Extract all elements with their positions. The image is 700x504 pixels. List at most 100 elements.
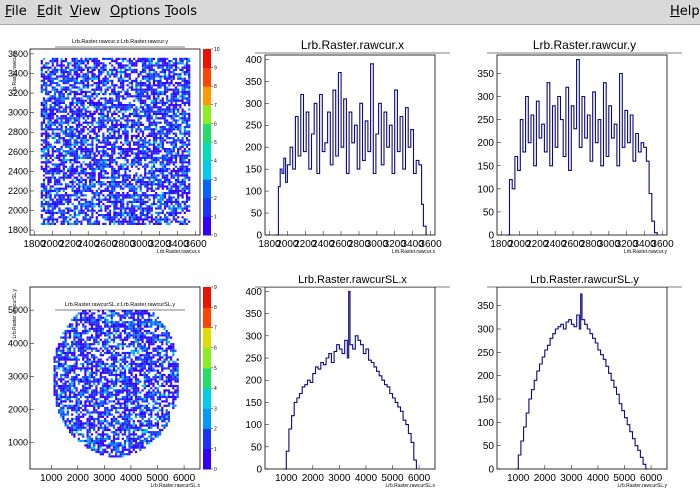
heatmap-cell	[45, 106, 47, 108]
heatmap-cell	[45, 190, 47, 192]
heatmap-cell	[113, 383, 115, 385]
y-tick-label: 2000	[8, 206, 28, 216]
heatmap-cell	[87, 361, 89, 363]
heatmap-cell	[149, 73, 151, 75]
heatmap-cell	[87, 80, 89, 82]
heatmap-cell	[142, 152, 144, 154]
heatmap-cell	[188, 102, 190, 104]
heatmap-cell	[67, 221, 69, 223]
heatmap-cell	[164, 104, 166, 106]
heatmap-cell	[138, 199, 140, 201]
heatmap-cell	[186, 97, 188, 99]
heatmap-cell	[91, 381, 93, 383]
heatmap-cell	[82, 356, 84, 358]
heatmap-cell	[50, 203, 52, 205]
heatmap-cell	[43, 84, 45, 86]
heatmap-cell	[155, 319, 157, 321]
heatmap-cell	[179, 73, 181, 75]
heatmap-cell	[161, 356, 163, 358]
heatmap-cell	[174, 363, 176, 365]
heatmap-cell	[78, 343, 80, 345]
heatmap-cell	[65, 356, 67, 358]
heatmap-cell	[164, 133, 166, 135]
heatmap-cell	[164, 205, 166, 207]
plot-frame	[265, 55, 435, 235]
heatmap-cell	[91, 317, 93, 319]
heatmap-cell	[87, 348, 89, 350]
heatmap-cell	[85, 78, 87, 80]
heatmap-cell	[61, 64, 63, 66]
heatmap-cell	[120, 359, 122, 361]
heatmap-cell	[69, 323, 71, 325]
heatmap-cell	[127, 60, 129, 62]
heatmap-cell	[41, 190, 43, 192]
heatmap-cell	[50, 146, 52, 148]
heatmap-cell	[109, 93, 111, 95]
heatmap-cell	[113, 374, 115, 376]
heatmap-cell	[45, 93, 47, 95]
heatmap-cell	[146, 216, 148, 218]
heatmap-cell	[188, 221, 190, 223]
heatmap-cell	[73, 370, 75, 372]
menu-help[interactable]: Help	[670, 4, 700, 19]
menu-file[interactable]: File	[5, 4, 27, 19]
heatmap-cell	[94, 64, 96, 66]
heatmap-cell	[173, 212, 175, 214]
heatmap-cell	[118, 130, 120, 132]
heatmap-cell	[160, 207, 162, 209]
palette-cell	[203, 198, 211, 217]
heatmap-cell	[73, 356, 75, 358]
heatmap-cell	[163, 361, 165, 363]
heatmap-cell	[127, 221, 129, 223]
heatmap-cell	[78, 348, 80, 350]
heatmap-cell	[84, 378, 86, 380]
heatmap-cell	[76, 199, 78, 201]
heatmap-cell	[140, 115, 142, 117]
heatmap-cell	[155, 93, 157, 95]
heatmap-cell	[175, 124, 177, 126]
heatmap-cell	[111, 130, 113, 132]
heatmap-cell	[56, 199, 58, 201]
heatmap-cell	[87, 185, 89, 187]
heatmap-cell	[173, 113, 175, 115]
heatmap-cell	[71, 370, 73, 372]
heatmap-cell	[73, 319, 75, 321]
heatmap-cell	[67, 62, 69, 64]
heatmap-cell	[124, 363, 126, 365]
heatmap-cell	[65, 58, 67, 60]
heatmap-cell	[140, 203, 142, 205]
heatmap-cell	[47, 67, 49, 69]
menu-view[interactable]: View	[70, 4, 101, 19]
menu-options[interactable]: Options	[110, 4, 160, 19]
heatmap-cell	[124, 196, 126, 198]
heatmap-cell	[104, 376, 106, 378]
heatmap-cell	[65, 218, 67, 220]
heatmap-cell	[179, 130, 181, 132]
heatmap-cell	[155, 341, 157, 343]
heatmap-cell	[74, 170, 76, 172]
heatmap-cell	[146, 330, 148, 332]
heatmap-cell	[124, 157, 126, 159]
heatmap-cell	[146, 361, 148, 363]
heatmap-cell	[128, 337, 130, 339]
menu-edit[interactable]: Edit	[37, 4, 62, 19]
heatmap-cell	[54, 146, 56, 148]
heatmap-cell	[78, 312, 80, 314]
heatmap-cell	[177, 194, 179, 196]
heatmap-cell	[96, 126, 98, 128]
heatmap-cell	[83, 113, 85, 115]
heatmap-cell	[100, 381, 102, 383]
heatmap-cell	[173, 190, 175, 192]
heatmap-cell	[111, 137, 113, 139]
heatmap-cell	[107, 207, 109, 209]
heatmap-cell	[83, 218, 85, 220]
heatmap-cell	[168, 100, 170, 102]
heatmap-cell	[50, 67, 52, 69]
heatmap-cell	[104, 378, 106, 380]
heatmap-cell	[155, 168, 157, 170]
heatmap-cell	[161, 376, 163, 378]
heatmap-cell	[127, 185, 129, 187]
menu-tools[interactable]: Tools	[165, 4, 197, 19]
heatmap-cell	[140, 60, 142, 62]
